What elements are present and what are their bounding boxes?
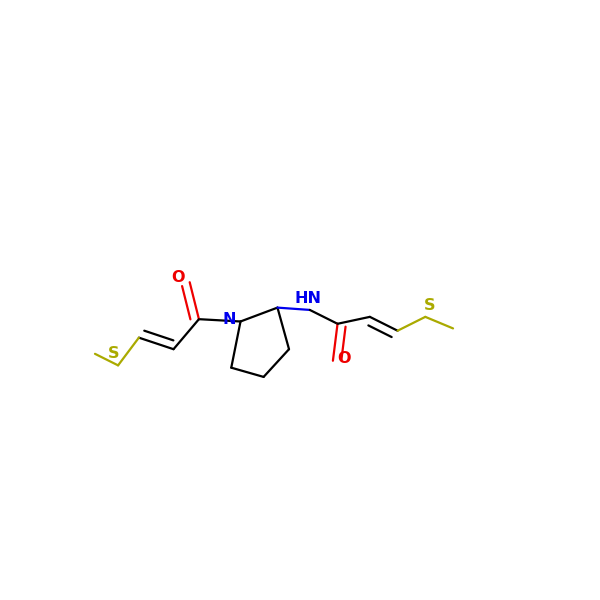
Text: N: N bbox=[222, 311, 236, 326]
Text: S: S bbox=[108, 346, 119, 361]
Text: O: O bbox=[172, 270, 185, 285]
Text: O: O bbox=[338, 351, 351, 366]
Text: HN: HN bbox=[294, 291, 321, 306]
Text: S: S bbox=[424, 298, 436, 313]
